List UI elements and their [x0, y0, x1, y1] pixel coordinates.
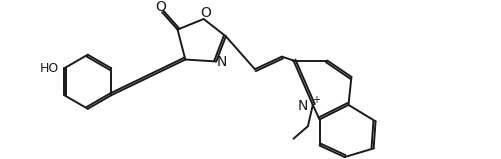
Text: N: N — [217, 55, 227, 69]
Text: N: N — [298, 99, 308, 113]
Text: O: O — [155, 0, 166, 14]
Text: O: O — [200, 6, 211, 20]
Text: HO: HO — [39, 62, 59, 75]
Text: +: + — [312, 95, 320, 105]
